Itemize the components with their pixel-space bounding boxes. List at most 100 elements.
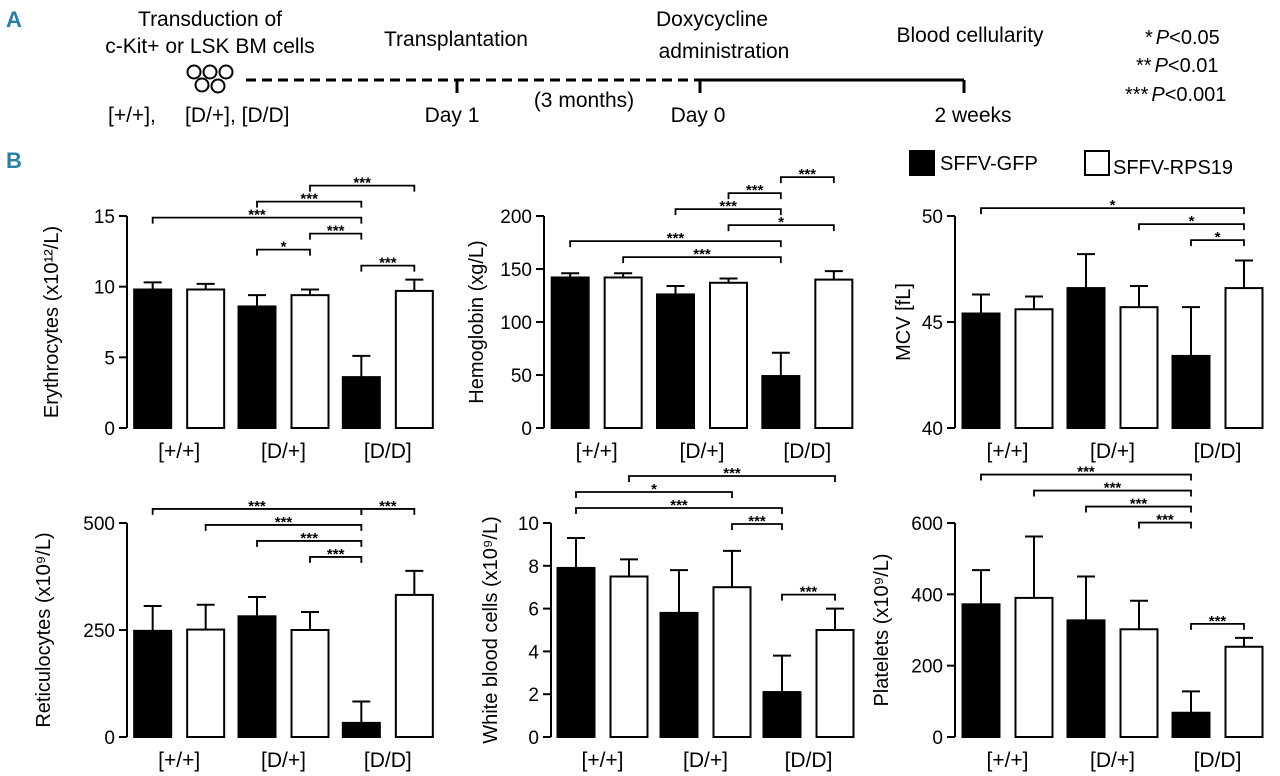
category-label: [D/+] [1090,749,1135,772]
significance-stars: *** [746,182,764,199]
significance-bracket [628,475,836,482]
significance-stars: * [651,481,657,498]
bar [815,629,855,738]
chart-erythrocytes: 0 5 10 15 Erythrocytes (x10¹²/L) [+/+] [D/+] [D… [41,175,434,463]
category-label: [D/+] [261,440,306,463]
bar [550,276,590,430]
significance-bracket [309,184,416,192]
bar [1171,711,1211,738]
y-tick-label: 500 [83,514,115,535]
timepoint-2weeks: 2 weeks [934,104,1011,127]
significance-stars: *** [1209,613,1227,630]
significance-stars: * [1189,213,1195,230]
bar [603,276,643,430]
significance-bracket [204,524,363,531]
y-tick-label: 10 [94,278,115,299]
significance-bracket [575,507,783,514]
sig-key-3: *** P<0.001 [1125,84,1226,106]
y-axis-label: MCV [fL] [893,283,915,361]
bar [1171,354,1211,430]
y-tick-label: 4 [528,642,539,663]
step-blood-cellularity: Blood cellularity [896,24,1044,47]
significance-bracket [575,491,733,498]
significance-bracket [151,216,363,224]
bar [609,575,649,738]
bar [656,293,695,429]
significance-bracket [309,232,363,240]
significance-stars: *** [667,230,685,247]
bar [961,312,1001,429]
chart-platelets: 0 200 400 600 Platelets (x10⁹/L) [+/+] [D/+] [D… [871,464,1264,772]
bar [762,691,802,738]
significance-stars: *** [799,166,817,183]
y-tick-label: 400 [911,585,943,606]
y-tick-label: 0 [932,728,943,749]
significance-bracket [674,208,782,216]
significance-stars: *** [327,546,345,563]
significance-stars: * [1110,197,1116,214]
bar [556,566,596,738]
y-tick-label: 200 [911,657,943,678]
significance-bracket [1085,505,1192,513]
category-label: [+/+] [581,749,623,772]
y-tick-label: 0 [521,419,532,440]
y-tick-label: 8 [528,557,539,578]
significance-stars: *** [1130,496,1148,513]
step-doxycycline-line1: Doxycycline [656,8,768,31]
bar [1224,645,1264,738]
significance-bracket [779,176,835,184]
significance-bracket [1138,223,1245,231]
panel-a-letter: A [6,7,22,32]
y-tick-label: 250 [83,621,115,642]
interval-label: (3 months) [534,89,634,112]
significance-stars: *** [379,255,397,272]
significance-stars: *** [748,513,766,530]
significance-bracket [727,192,782,200]
bar [341,721,381,738]
category-label: [D/D] [783,440,831,463]
significance-stars: *** [723,465,741,482]
significance-stars: * [778,214,784,231]
bar [712,586,752,739]
significance-bracket [980,473,1192,481]
significance-stars: *** [248,498,266,515]
y-tick-label: 200 [500,207,532,228]
significance-bracket [256,200,363,208]
bar [761,375,801,429]
legend: SFFV-GFP SFFV-RPS19 [909,150,1233,179]
category-label: [D/+] [683,749,728,772]
significance-stars: *** [300,530,318,547]
panel-b-letter: B [6,148,22,173]
significance-key: * P<0.05 ** P<0.01 *** P<0.001 [1125,27,1226,106]
y-tick-label: 0 [104,419,115,440]
significance-bracket [309,556,363,563]
significance-bracket [980,207,1245,215]
y-tick-label: 100 [500,313,532,334]
significance-bracket [569,240,782,248]
significance-bracket [256,540,363,547]
category-label: [D/+] [1090,440,1135,463]
significance-stars: * [281,239,287,256]
category-label: [+/+] [576,440,618,463]
bar [290,629,330,738]
timepoint-day1: Day 1 [425,104,480,127]
category-label: [+/+] [158,749,200,772]
legend-label-gfp: SFFV-GFP [940,153,1038,175]
y-tick-label: 50 [511,366,532,387]
y-axis-label: Platelets (x10⁹/L) [871,553,893,706]
significance-stars: *** [1156,512,1174,529]
significance-bracket [1190,622,1245,630]
category-label: [+/+] [158,440,200,463]
significance-bracket [622,256,782,264]
bar [814,278,854,429]
y-tick-label: 40 [922,419,943,440]
y-tick-label: 15 [94,207,115,228]
y-tick-label: 50 [922,207,943,228]
bar [394,593,434,738]
significance-stars: *** [353,175,371,192]
panel-a: A Transduction of c-Kit+ or LSK BM cells… [6,7,1226,127]
bar [1014,308,1054,429]
bar [290,294,330,429]
y-tick-label: 45 [922,313,943,334]
bar [237,615,277,739]
